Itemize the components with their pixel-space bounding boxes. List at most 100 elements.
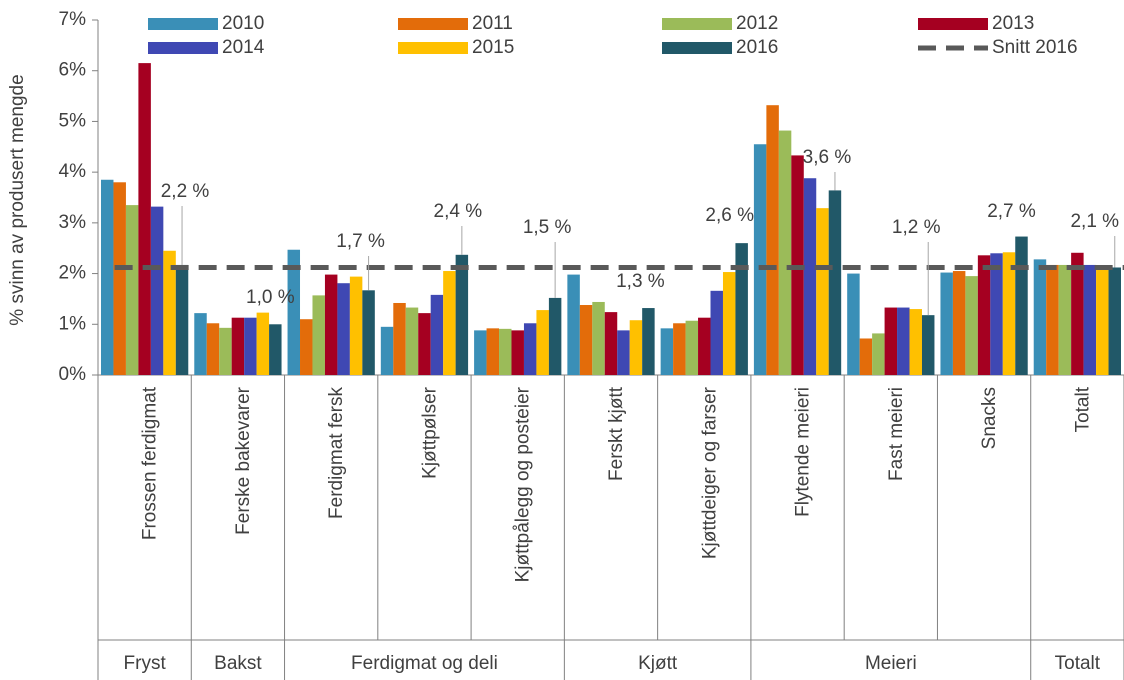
y-axis-label: % svinn av produsert mengde — [7, 74, 28, 325]
bar — [673, 323, 686, 375]
y-tick-label: 3% — [59, 212, 87, 233]
bar — [828, 190, 842, 375]
legend-swatch — [662, 18, 732, 30]
bar — [965, 276, 978, 375]
x-tick-label: Frossen ferdigmat — [140, 386, 161, 540]
legend-label: 2013 — [992, 13, 1034, 34]
bar — [244, 317, 257, 375]
bar — [872, 333, 885, 375]
bar — [138, 63, 151, 375]
bar — [977, 255, 991, 375]
legend-label: Snitt 2016 — [992, 37, 1078, 58]
bar — [803, 178, 817, 375]
bar — [337, 283, 350, 375]
bar — [1033, 259, 1047, 375]
data-label: 3,6 % — [803, 147, 852, 168]
data-label: 1,2 % — [892, 217, 941, 238]
bar — [847, 273, 860, 375]
data-label: 2,4 % — [434, 201, 483, 222]
bar — [940, 272, 953, 375]
bar — [685, 320, 699, 375]
data-label: 2,7 % — [987, 201, 1036, 222]
bar — [884, 307, 898, 375]
bar — [219, 327, 232, 375]
bar — [1071, 252, 1084, 375]
bar — [1002, 252, 1016, 375]
bar — [897, 307, 910, 375]
bar — [1083, 264, 1097, 375]
bar — [579, 305, 593, 375]
bar — [710, 290, 723, 375]
bar — [523, 323, 537, 375]
y-tick-label: 0% — [59, 364, 87, 385]
y-tick-label: 7% — [59, 9, 87, 30]
bar — [990, 253, 1003, 375]
data-label: 2,1 % — [1070, 211, 1119, 232]
bar — [349, 276, 363, 375]
group-label: Kjøtt — [638, 653, 678, 674]
bar — [952, 271, 966, 375]
bar — [1108, 267, 1121, 375]
bar — [592, 301, 605, 375]
bar — [629, 320, 643, 375]
bar — [1096, 266, 1109, 375]
group-label: Bakst — [214, 653, 262, 674]
y-tick-label: 5% — [59, 110, 87, 131]
bar — [604, 312, 618, 375]
legend-swatch — [662, 42, 732, 54]
x-tick-label: Snacks — [979, 387, 1000, 449]
x-tick-label: Kjøttpølser — [419, 386, 440, 479]
bar — [113, 182, 126, 375]
legend-label: 2016 — [736, 37, 778, 58]
bar — [300, 319, 313, 375]
bar — [455, 254, 469, 375]
bar — [735, 243, 748, 375]
bar — [125, 205, 139, 375]
group-label: Fryst — [124, 653, 167, 674]
bar — [511, 330, 524, 375]
x-tick-label: Ferdigmat fersk — [326, 387, 347, 519]
bar — [393, 302, 406, 375]
bar — [231, 317, 245, 375]
bar — [312, 295, 325, 375]
legend-label: 2010 — [222, 13, 264, 34]
group-label: Totalt — [1055, 653, 1101, 674]
bar — [194, 313, 207, 375]
bar — [1015, 236, 1028, 375]
bar — [698, 317, 711, 375]
bar — [175, 264, 189, 375]
bar — [617, 330, 630, 375]
legend-label: 2011 — [472, 13, 513, 34]
legend-swatch — [398, 18, 468, 30]
data-label: 2,2 % — [161, 181, 210, 202]
bar — [150, 206, 164, 375]
bar — [778, 130, 792, 375]
x-tick-label: Flytende meieri — [793, 387, 814, 517]
data-label: 2,6 % — [705, 205, 754, 226]
y-tick-label: 2% — [59, 263, 87, 284]
bar — [443, 271, 456, 375]
bar — [816, 208, 829, 375]
bar — [660, 328, 674, 375]
bar — [101, 179, 114, 375]
y-tick-label: 1% — [59, 313, 87, 334]
data-label: 1,0 % — [246, 287, 295, 308]
bar — [486, 328, 500, 375]
legend-swatch — [148, 18, 218, 30]
bar — [1058, 264, 1072, 375]
x-tick-label: Kjøttdeiger og farser — [699, 386, 720, 559]
x-tick-label: Fast meieri — [886, 387, 907, 481]
bar — [163, 250, 176, 375]
legend-label: 2012 — [736, 13, 778, 34]
bar — [206, 323, 220, 375]
bar — [536, 310, 549, 375]
bar — [921, 315, 935, 375]
x-tick-label: Kjøttpålegg og posteier — [513, 386, 534, 582]
bar — [430, 294, 444, 375]
y-tick-label: 4% — [59, 161, 87, 182]
data-label: 1,7 % — [336, 231, 385, 252]
data-label: 1,3 % — [616, 271, 665, 292]
legend-swatch — [398, 42, 468, 54]
bar — [499, 328, 512, 375]
bar — [1046, 264, 1059, 375]
